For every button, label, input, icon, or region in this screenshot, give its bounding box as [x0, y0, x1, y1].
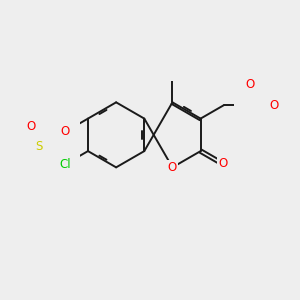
Text: O: O — [218, 157, 227, 170]
Text: O: O — [60, 125, 70, 138]
Text: O: O — [168, 161, 177, 174]
Text: O: O — [246, 78, 255, 91]
Text: S: S — [36, 140, 43, 153]
Text: Cl: Cl — [59, 158, 71, 171]
Text: O: O — [26, 120, 35, 133]
Text: O: O — [269, 99, 278, 112]
